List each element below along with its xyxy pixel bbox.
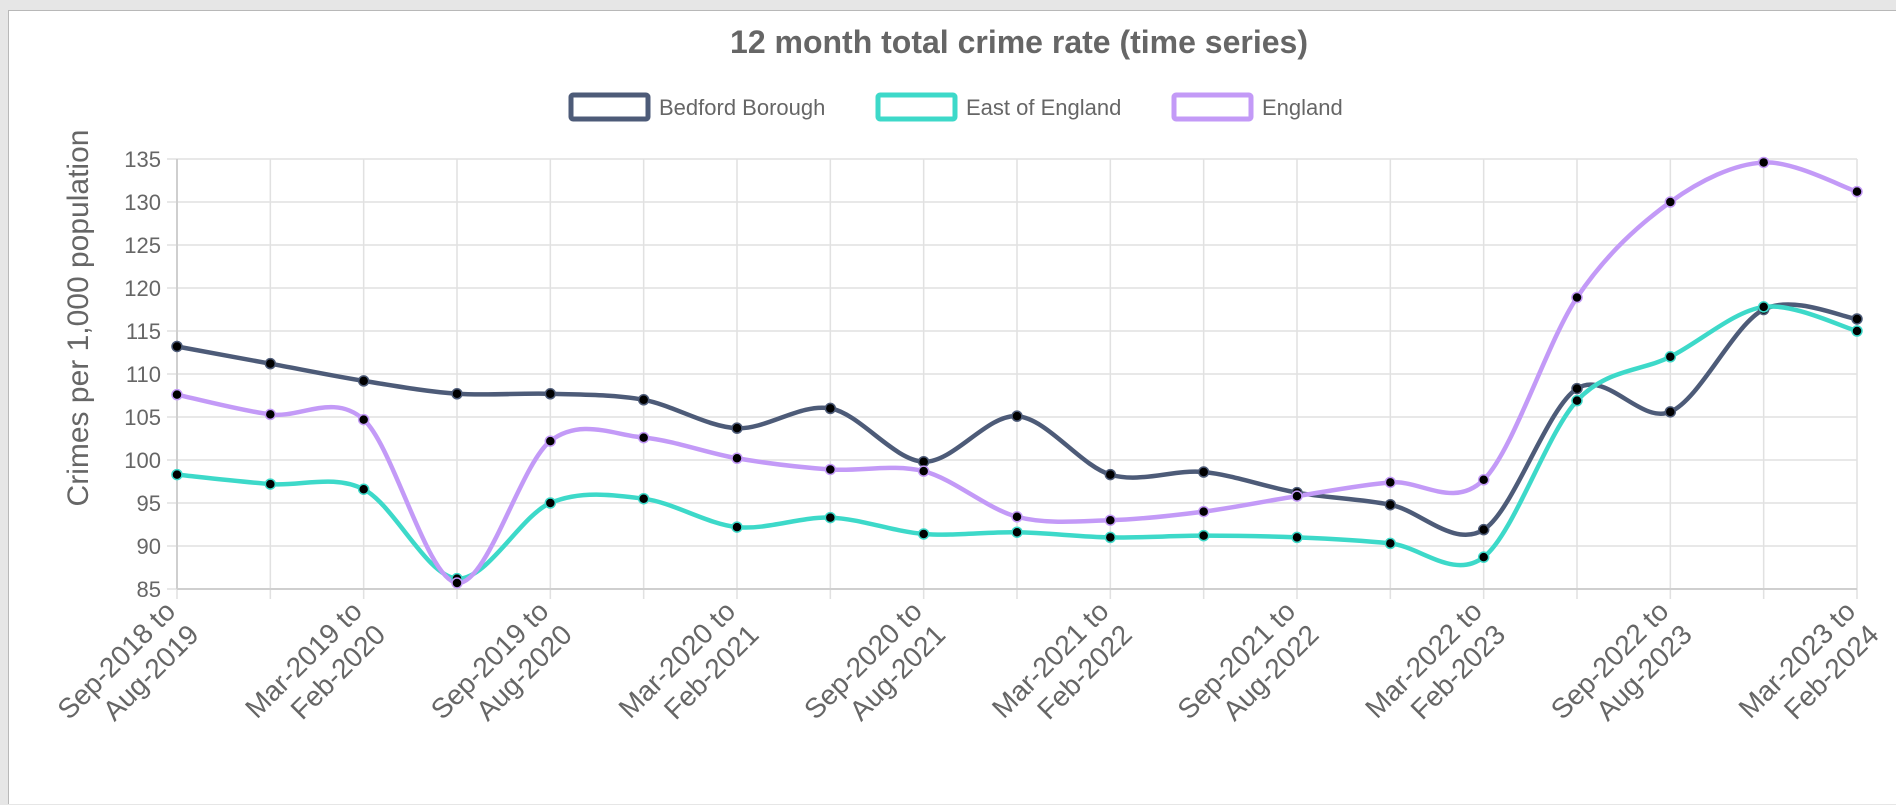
legend: Bedford Borough East of England England [568, 92, 1343, 122]
data-point-england[interactable] [1757, 156, 1770, 169]
data-point-east-of-england[interactable] [171, 468, 183, 481]
data-point-england[interactable] [1384, 476, 1397, 489]
data-point-bedford-borough[interactable] [1197, 466, 1210, 478]
data-point-bedford-borough[interactable] [1011, 410, 1023, 422]
data-point-bedford-borough[interactable] [1477, 523, 1490, 536]
y-tick-label: 110 [126, 362, 161, 387]
data-point-england[interactable] [264, 408, 277, 421]
data-point-east-of-england[interactable] [1664, 351, 1677, 363]
data-point-england[interactable] [1851, 185, 1863, 198]
legend-swatch-bedford-borough [568, 92, 651, 122]
data-point-bedford-borough[interactable] [171, 340, 183, 353]
data-point-england[interactable] [544, 435, 557, 447]
legend-label-england: England [1262, 95, 1343, 120]
y-tick-label: 105 [124, 405, 161, 430]
data-point-england[interactable] [1011, 511, 1023, 523]
data-point-bedford-borough[interactable] [1571, 382, 1583, 395]
data-point-east-of-england[interactable] [1197, 529, 1210, 542]
series-points [171, 156, 1863, 589]
legend-item-bedford-borough[interactable]: Bedford Borough [568, 92, 825, 122]
y-tick-label: 115 [126, 319, 161, 344]
data-point-bedford-borough[interactable] [544, 388, 557, 400]
data-point-bedford-borough[interactable] [824, 402, 837, 415]
data-point-england[interactable] [917, 465, 930, 477]
data-point-england[interactable] [731, 452, 743, 465]
data-point-england[interactable] [451, 577, 463, 589]
data-point-east-of-england[interactable] [1757, 301, 1770, 313]
data-point-east-of-england[interactable] [731, 521, 743, 533]
data-point-bedford-borough[interactable] [357, 375, 370, 387]
legend-item-east-of-england[interactable]: East of England [875, 92, 1121, 122]
data-point-east-of-england[interactable] [1291, 531, 1303, 544]
legend-swatch-england [1171, 92, 1254, 122]
y-tick-label: 130 [124, 190, 161, 215]
data-point-england[interactable] [1477, 474, 1490, 486]
data-point-bedford-borough[interactable] [264, 357, 277, 370]
data-point-east-of-england[interactable] [637, 492, 650, 505]
chart-panel: 12 month total crime rate (time series) … [8, 10, 1896, 804]
data-point-bedford-borough[interactable] [1851, 313, 1863, 325]
legend-label-bedford-borough: Bedford Borough [659, 95, 825, 120]
data-point-east-of-england[interactable] [357, 483, 370, 495]
data-point-bedford-borough[interactable] [1104, 468, 1117, 481]
y-axis-ticks: 85 90 95 100 105 110 115 120 125 130 135 [124, 147, 161, 602]
legend-item-england[interactable]: England [1171, 92, 1343, 122]
data-point-bedford-borough[interactable] [451, 388, 463, 400]
data-point-england[interactable] [1104, 514, 1117, 526]
data-point-east-of-england[interactable] [1104, 531, 1117, 544]
y-axis-label: Crimes per 1,000 population [62, 130, 95, 507]
chart-title: 12 month total crime rate (time series) [730, 24, 1308, 60]
y-tick-label: 85 [137, 577, 161, 602]
data-point-bedford-borough[interactable] [917, 455, 930, 468]
data-point-england[interactable] [1291, 490, 1303, 502]
data-point-east-of-england[interactable] [1477, 551, 1490, 563]
y-tick-label: 95 [137, 491, 161, 516]
data-point-east-of-england[interactable] [917, 528, 930, 540]
data-point-east-of-england[interactable] [1011, 526, 1023, 538]
data-point-east-of-england[interactable] [1384, 537, 1397, 550]
data-point-england[interactable] [1571, 291, 1583, 304]
y-tick-label: 100 [124, 448, 161, 473]
legend-swatch-east-of-england [875, 92, 958, 122]
data-point-bedford-borough[interactable] [731, 422, 743, 434]
data-point-east-of-england[interactable] [544, 497, 557, 509]
data-point-east-of-england[interactable] [1571, 394, 1583, 407]
data-point-england[interactable] [171, 388, 183, 401]
line-chart: 12 month total crime rate (time series) … [51, 24, 1885, 726]
data-point-bedford-borough[interactable] [1384, 498, 1397, 511]
data-point-east-of-england[interactable] [1851, 325, 1863, 337]
data-point-england[interactable] [637, 431, 650, 444]
y-tick-label: 120 [124, 276, 161, 301]
data-point-east-of-england[interactable] [264, 478, 277, 490]
data-point-bedford-borough[interactable] [1664, 406, 1677, 418]
data-point-bedford-borough[interactable] [637, 394, 650, 406]
data-point-england[interactable] [824, 463, 837, 476]
y-tick-label: 90 [137, 534, 161, 559]
data-point-england[interactable] [1197, 505, 1210, 518]
data-point-england[interactable] [1664, 196, 1677, 208]
data-point-east-of-england[interactable] [824, 511, 837, 524]
y-tick-label: 135 [124, 147, 161, 172]
data-point-england[interactable] [357, 413, 370, 426]
y-tick-label: 125 [124, 233, 161, 258]
legend-label-east-of-england: East of England [966, 95, 1121, 120]
